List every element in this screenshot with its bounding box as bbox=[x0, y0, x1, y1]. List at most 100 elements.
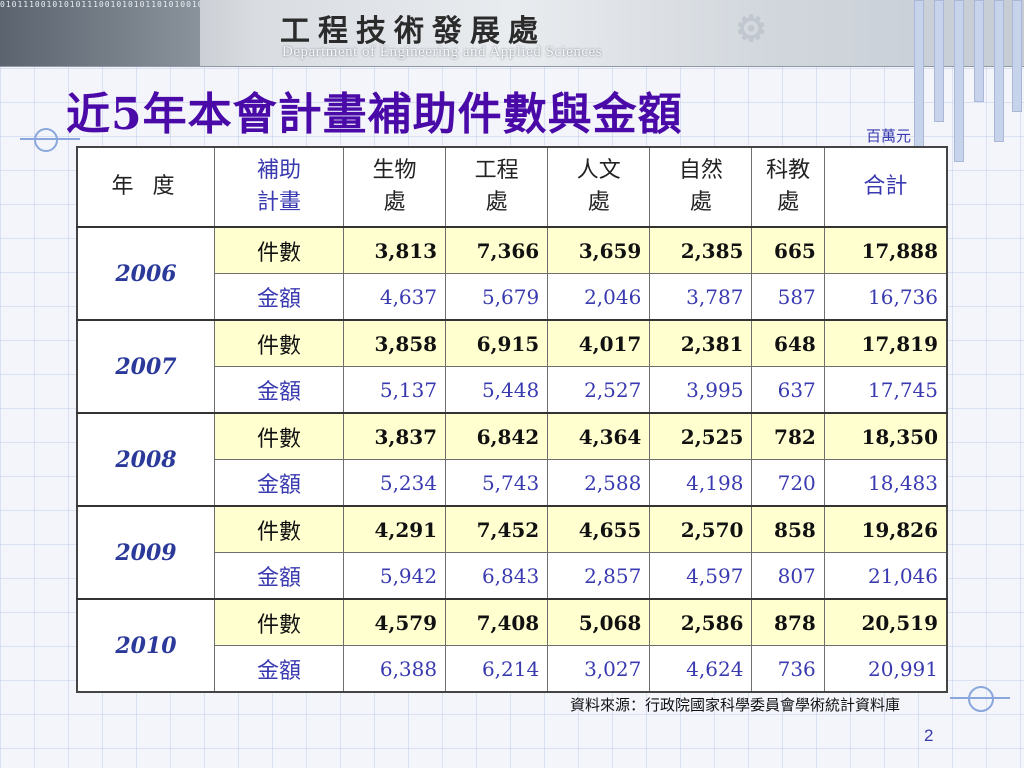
decorative-line bbox=[20, 138, 80, 140]
table-row-count: 2009 件數 4,291 7,452 4,655 2,570 858 19,826 bbox=[76, 505, 948, 600]
count-cell: 5,068 bbox=[547, 598, 651, 646]
amount-cell: 4,624 bbox=[649, 645, 753, 693]
amount-cell: 637 bbox=[751, 366, 825, 414]
decorative-line bbox=[950, 697, 1010, 699]
amount-cell: 20,991 bbox=[823, 645, 948, 693]
count-label: 件數 bbox=[214, 505, 344, 553]
count-cell: 19,826 bbox=[823, 505, 948, 553]
year-cell: 2007 bbox=[76, 319, 215, 414]
header-total: 合計 bbox=[823, 146, 948, 228]
decorative-circle bbox=[968, 686, 994, 712]
header-dept-science-education: 科教處 bbox=[751, 146, 825, 228]
data-source-note: 資料來源：行政院國家科學委員會學術統計資料庫 bbox=[570, 696, 901, 714]
count-cell: 782 bbox=[751, 412, 825, 460]
table-row-amount: 金額 5,137 5,448 2,527 3,995 637 17,745 bbox=[77, 366, 948, 414]
amount-cell: 16,736 bbox=[823, 273, 948, 321]
binary-pattern-graphic: 0101110010101011100101010110101001011010… bbox=[0, 0, 200, 66]
count-cell: 648 bbox=[751, 319, 825, 367]
table-row-amount: 金額 4,637 5,679 2,046 3,787 587 16,736 bbox=[77, 273, 948, 321]
amount-cell: 720 bbox=[751, 459, 825, 507]
amount-label: 金額 bbox=[214, 366, 344, 414]
amount-cell: 5,679 bbox=[445, 273, 549, 321]
count-cell: 2,385 bbox=[649, 226, 753, 274]
grant-data-table: 年 度 補助 計畫 生物處 工程處 人文處 自然處 科教處 合計 2006 件數 3,… bbox=[76, 146, 948, 693]
amount-cell: 736 bbox=[751, 645, 825, 693]
count-cell: 3,659 bbox=[547, 226, 651, 274]
count-cell: 17,819 bbox=[823, 319, 948, 367]
year-cell: 2008 bbox=[76, 412, 215, 507]
amount-cell: 587 bbox=[751, 273, 825, 321]
amount-cell: 4,198 bbox=[649, 459, 753, 507]
count-cell: 4,655 bbox=[547, 505, 651, 553]
department-name-cn: 工程技術發展處 bbox=[280, 14, 546, 49]
amount-cell: 5,234 bbox=[342, 459, 447, 507]
count-cell: 4,291 bbox=[342, 505, 447, 553]
count-cell: 4,364 bbox=[547, 412, 651, 460]
amount-cell: 6,843 bbox=[445, 552, 549, 600]
table-row-count: 2007 件數 3,858 6,915 4,017 2,381 648 17,819 bbox=[76, 319, 948, 414]
count-label: 件數 bbox=[214, 319, 344, 367]
count-cell: 665 bbox=[751, 226, 825, 274]
header-dept-biology: 生物處 bbox=[342, 146, 447, 228]
count-cell: 17,888 bbox=[823, 226, 948, 274]
table-row-amount: 金額 5,234 5,743 2,588 4,198 720 18,483 bbox=[77, 459, 948, 507]
amount-cell: 2,046 bbox=[547, 273, 651, 321]
table-row-count: 2006 件數 3,813 7,366 3,659 2,385 665 17,888 bbox=[76, 226, 948, 321]
gear-graphic: ⚙ bbox=[735, 8, 768, 49]
amount-cell: 3,995 bbox=[649, 366, 753, 414]
header-banner: 0101110010101011100101010110101001011010… bbox=[0, 0, 1024, 67]
amount-label: 金額 bbox=[214, 273, 344, 321]
count-cell: 6,915 bbox=[445, 319, 549, 367]
slide-title: 近5年本會計畫補助件數與金額 bbox=[66, 89, 683, 140]
amount-cell: 2,857 bbox=[547, 552, 651, 600]
count-cell: 6,842 bbox=[445, 412, 549, 460]
amount-cell: 2,527 bbox=[547, 366, 651, 414]
year-cell: 2010 bbox=[76, 598, 215, 693]
amount-label: 金額 bbox=[214, 552, 344, 600]
count-cell: 18,350 bbox=[823, 412, 948, 460]
amount-cell: 5,448 bbox=[445, 366, 549, 414]
table-row-count: 2010 件數 4,579 7,408 5,068 2,586 878 20,519 bbox=[76, 598, 948, 693]
count-cell: 2,586 bbox=[649, 598, 753, 646]
amount-cell: 3,027 bbox=[547, 645, 651, 693]
amount-cell: 6,388 bbox=[342, 645, 447, 693]
header-dept-natural-sciences: 自然處 bbox=[649, 146, 753, 228]
amount-cell: 17,745 bbox=[823, 366, 948, 414]
decorative-circle bbox=[34, 128, 58, 152]
amount-cell: 2,588 bbox=[547, 459, 651, 507]
amount-cell: 21,046 bbox=[823, 552, 948, 600]
count-cell: 7,366 bbox=[445, 226, 549, 274]
amount-label: 金額 bbox=[214, 459, 344, 507]
amount-cell: 5,743 bbox=[445, 459, 549, 507]
table-row-amount: 金額 6,388 6,214 3,027 4,624 736 20,991 bbox=[77, 645, 948, 693]
count-cell: 858 bbox=[751, 505, 825, 553]
count-label: 件數 bbox=[214, 598, 344, 646]
count-cell: 7,452 bbox=[445, 505, 549, 553]
count-cell: 4,579 bbox=[342, 598, 447, 646]
amount-cell: 4,637 bbox=[342, 273, 447, 321]
page-number: 2 bbox=[924, 726, 934, 745]
count-cell: 3,813 bbox=[342, 226, 447, 274]
table-row-count: 2008 件數 3,837 6,842 4,364 2,525 782 18,350 bbox=[76, 412, 948, 507]
header-dept-engineering: 工程處 bbox=[445, 146, 549, 228]
year-cell: 2009 bbox=[76, 505, 215, 600]
header-year: 年 度 bbox=[76, 146, 215, 228]
amount-cell: 807 bbox=[751, 552, 825, 600]
header-dept-humanities: 人文處 bbox=[547, 146, 651, 228]
count-cell: 2,525 bbox=[649, 412, 753, 460]
amount-label: 金額 bbox=[214, 645, 344, 693]
side-decoration bbox=[904, 0, 1024, 170]
count-cell: 20,519 bbox=[823, 598, 948, 646]
count-cell: 878 bbox=[751, 598, 825, 646]
amount-cell: 5,942 bbox=[342, 552, 447, 600]
count-cell: 2,381 bbox=[649, 319, 753, 367]
count-cell: 3,837 bbox=[342, 412, 447, 460]
amount-cell: 5,137 bbox=[342, 366, 447, 414]
table-header-row: 年 度 補助 計畫 生物處 工程處 人文處 自然處 科教處 合計 bbox=[76, 146, 948, 228]
header-subsidy-plan: 補助 計畫 bbox=[214, 146, 344, 228]
count-cell: 2,570 bbox=[649, 505, 753, 553]
count-cell: 3,858 bbox=[342, 319, 447, 367]
unit-label: 百萬元 bbox=[866, 127, 912, 145]
department-name-en: Department of Engineering and Applied Sc… bbox=[282, 44, 602, 60]
amount-cell: 4,597 bbox=[649, 552, 753, 600]
